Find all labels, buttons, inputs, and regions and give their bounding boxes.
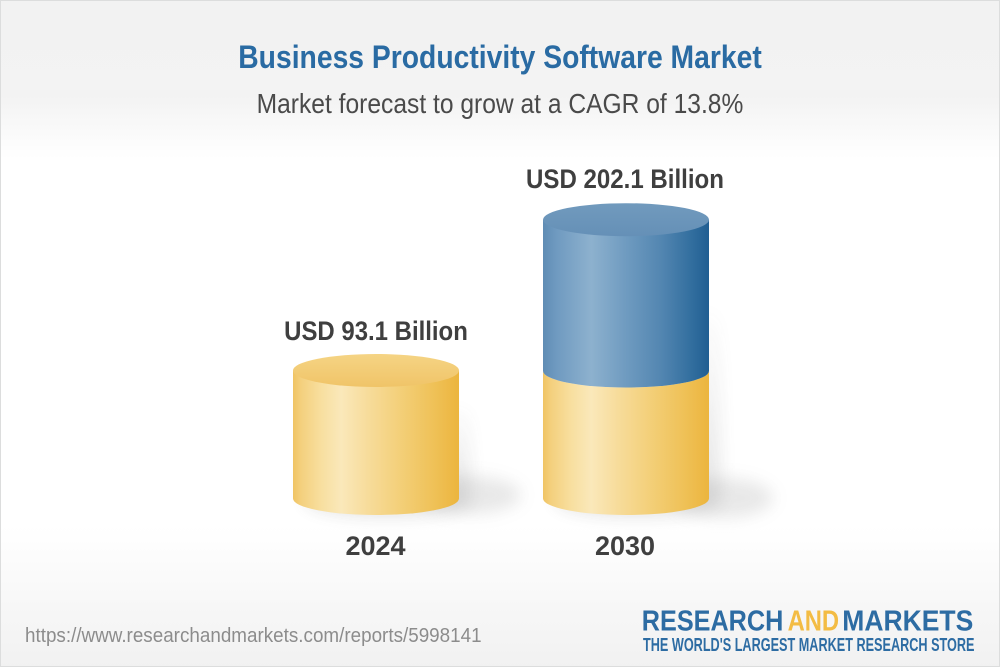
svg-text:THE WORLD'S LARGEST MARKET RES: THE WORLD'S LARGEST MARKET RESEARCH STOR… bbox=[643, 634, 975, 655]
svg-text:RESEARCH: RESEARCH bbox=[642, 606, 784, 638]
svg-text:AND: AND bbox=[788, 606, 840, 638]
svg-text:MARKETS: MARKETS bbox=[842, 606, 973, 638]
